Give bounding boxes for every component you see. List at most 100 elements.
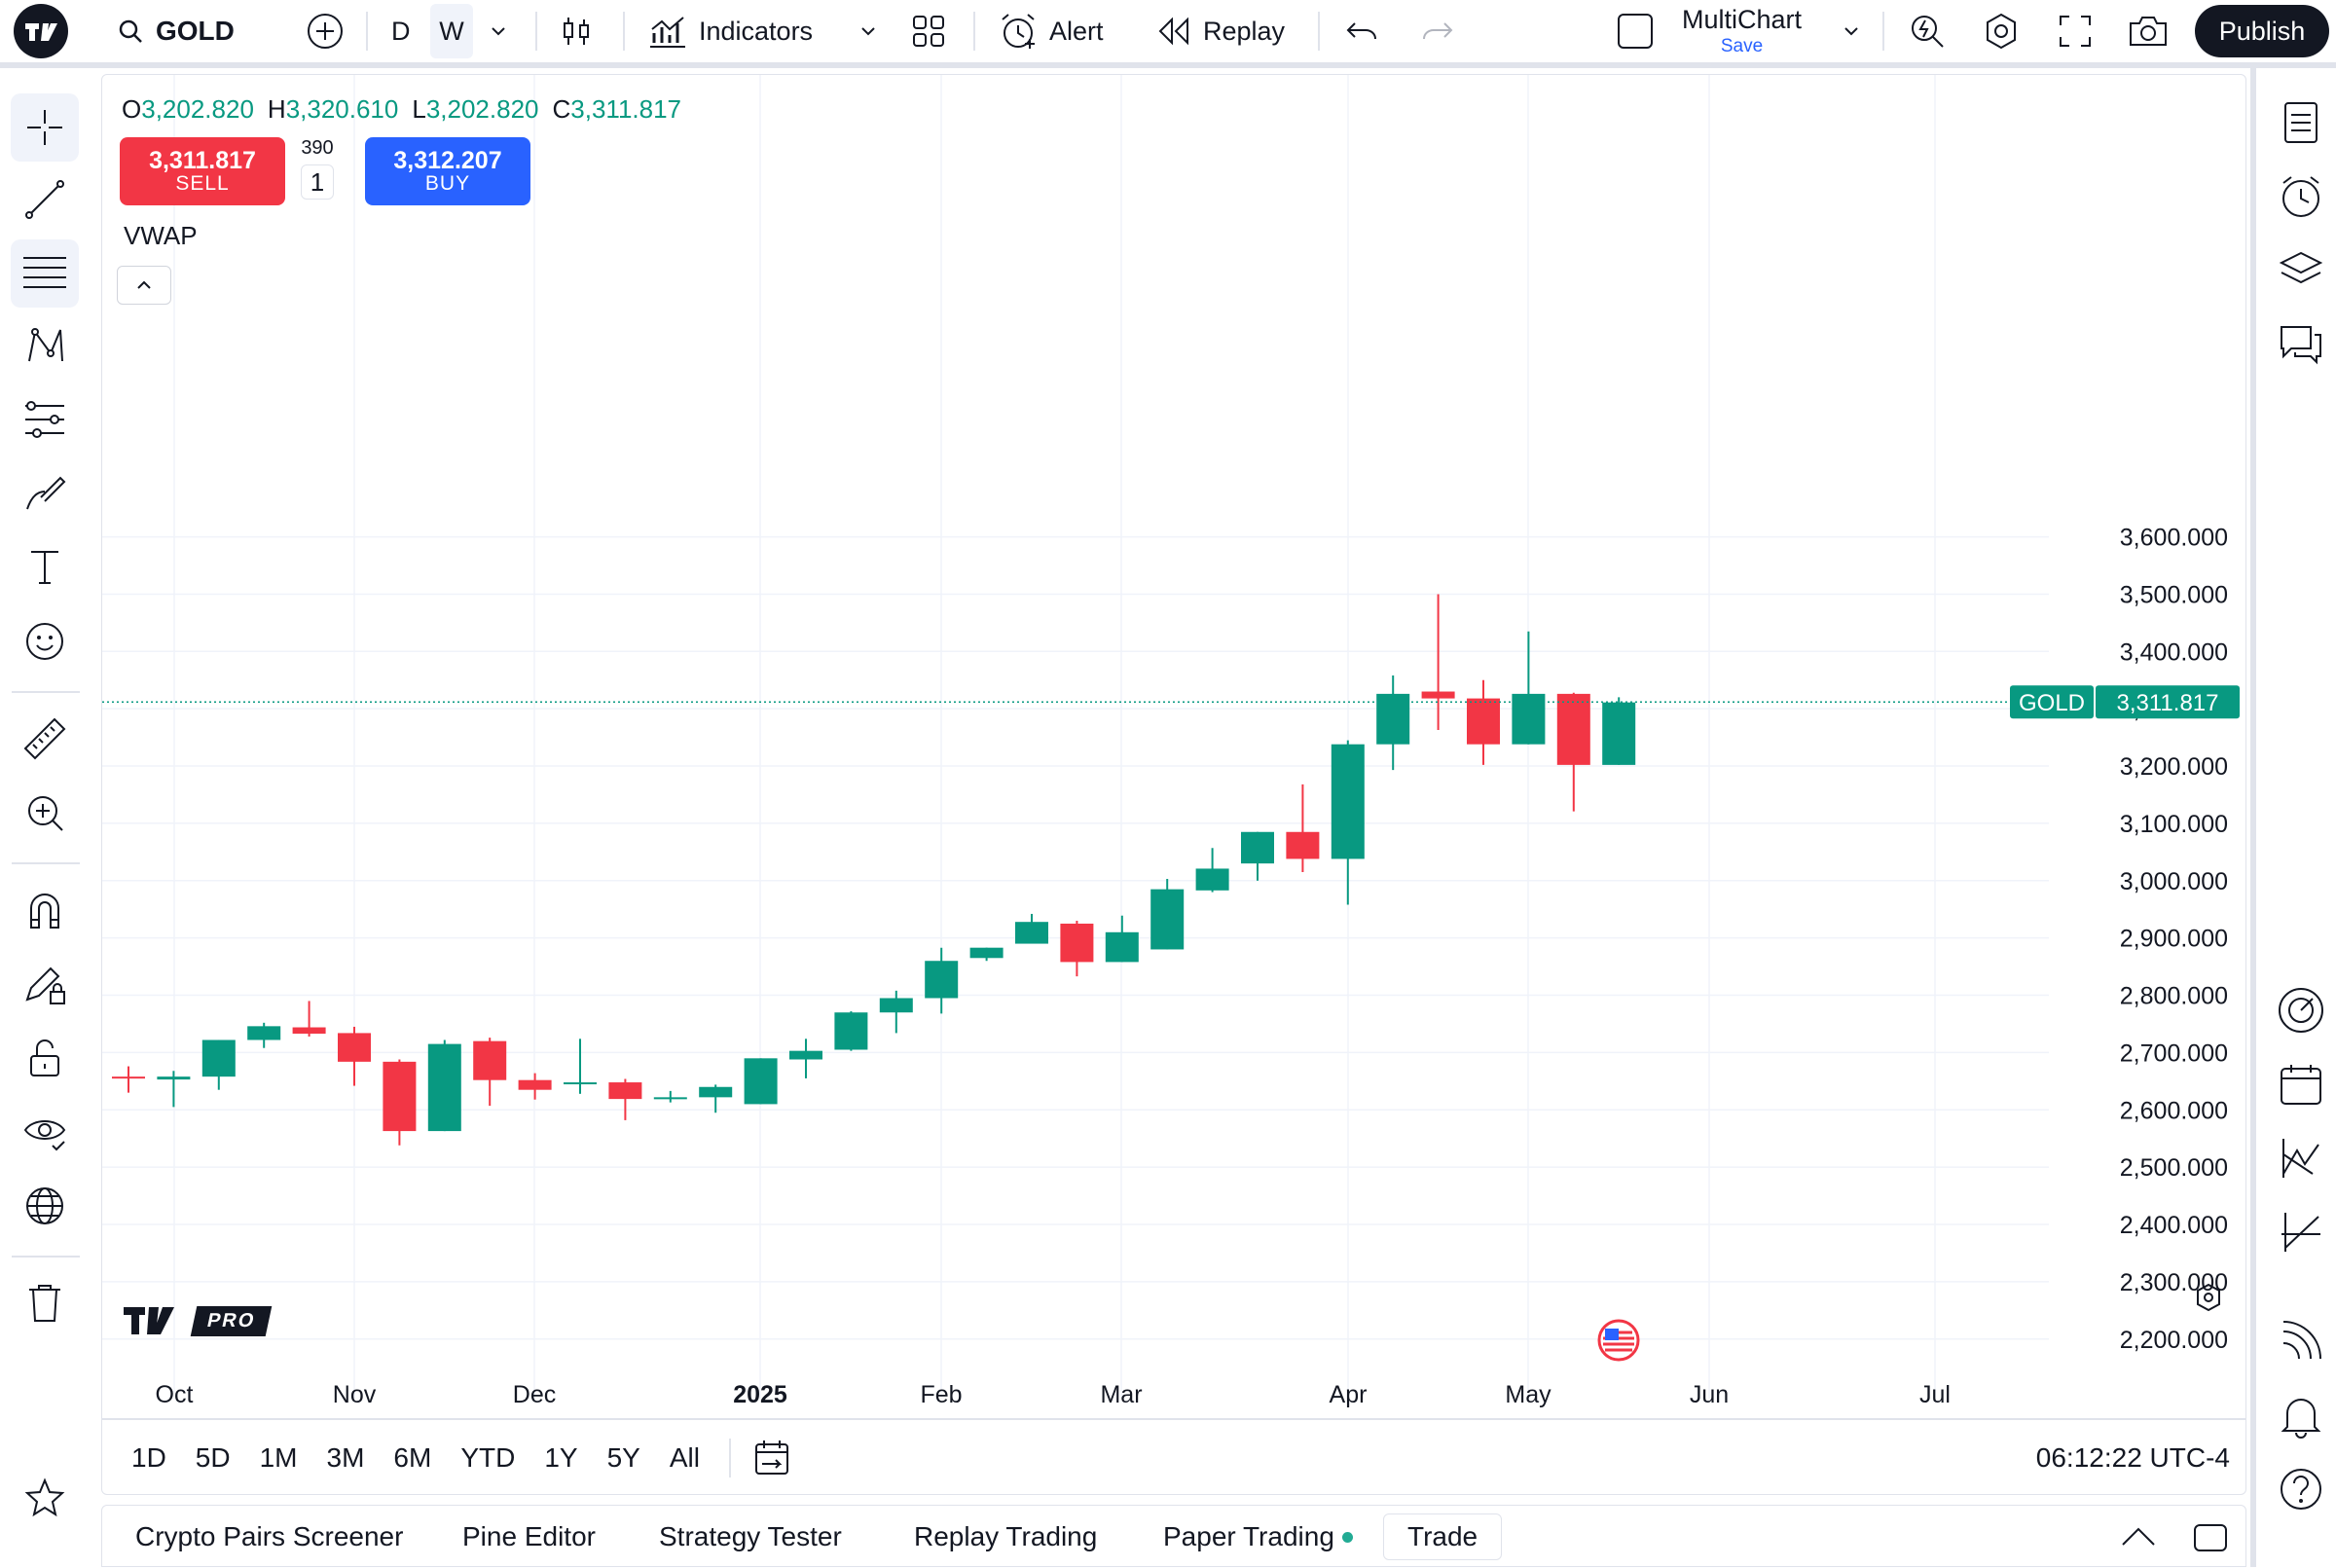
- magnet-tool[interactable]: [11, 876, 79, 944]
- candle-body: [427, 1043, 461, 1132]
- range-button-5y[interactable]: 5Y: [606, 1442, 640, 1473]
- interval-w[interactable]: W: [430, 4, 473, 58]
- hotlists-button[interactable]: [2270, 979, 2332, 1041]
- watchlist-button[interactable]: [2270, 91, 2332, 154]
- multichart-dropdown[interactable]: [1842, 0, 1861, 62]
- fullscreen-button[interactable]: [2058, 0, 2093, 62]
- brush-tool[interactable]: [11, 459, 79, 528]
- chevron-down-icon: [489, 21, 508, 41]
- redo-button[interactable]: [1419, 0, 1454, 62]
- sell-button[interactable]: 3,311.817 SELL: [120, 137, 285, 205]
- range-button-1d[interactable]: 1D: [131, 1442, 166, 1473]
- icon-tool[interactable]: [11, 607, 79, 675]
- interval-dropdown[interactable]: [489, 0, 508, 62]
- candle-body: [1060, 923, 1094, 963]
- candle-body: [608, 1082, 642, 1100]
- axis-settings-button[interactable]: [2187, 1276, 2230, 1319]
- global-drawings-tool[interactable]: [11, 1172, 79, 1240]
- layouts-button[interactable]: [911, 0, 946, 62]
- hide-drawings-tool[interactable]: [11, 1098, 79, 1166]
- buy-button[interactable]: 3,312.207 BUY: [365, 137, 530, 205]
- publish-button[interactable]: Publish: [2195, 5, 2329, 57]
- expand-panel-button[interactable]: [2119, 1506, 2158, 1568]
- tab-paper-trading[interactable]: Paper Trading: [1163, 1506, 1353, 1568]
- prediction-tool[interactable]: [11, 385, 79, 454]
- interval-d[interactable]: D: [391, 16, 411, 46]
- signals-button[interactable]: [2270, 1310, 2332, 1372]
- chats-button[interactable]: [2270, 313, 2332, 376]
- pine-button[interactable]: [2270, 1201, 2332, 1263]
- indicators-button[interactable]: Indicators: [648, 0, 813, 62]
- text-tool[interactable]: [11, 533, 79, 602]
- tab-strategy-tester[interactable]: Strategy Tester: [659, 1521, 842, 1551]
- x-tick-label: Apr: [1330, 1381, 1368, 1408]
- snapshot-button[interactable]: [2128, 0, 2169, 62]
- quick-search-button[interactable]: [1908, 0, 1947, 62]
- range-button-1y[interactable]: 1Y: [544, 1442, 578, 1473]
- calendar-button[interactable]: [2270, 1053, 2332, 1115]
- replay-button[interactable]: Replay: [1156, 0, 1285, 62]
- symbol-search[interactable]: GOLD: [117, 0, 235, 62]
- range-button-all[interactable]: All: [669, 1442, 700, 1473]
- tab-trade[interactable]: Trade: [1383, 1513, 1503, 1560]
- price-chart[interactable]: 3,600.0003,500.0003,400.0003,300.0003,20…: [102, 75, 2246, 1418]
- smiley-icon: [23, 620, 66, 663]
- open-label: O: [122, 94, 142, 124]
- crosshair-tool[interactable]: [11, 93, 79, 162]
- favorites-tool[interactable]: [11, 1464, 79, 1532]
- indicators-dropdown[interactable]: [858, 0, 878, 62]
- maximize-panel-button[interactable]: [2191, 1506, 2230, 1568]
- range-button-3m[interactable]: 3M: [326, 1442, 365, 1473]
- chart-type-button[interactable]: [559, 0, 594, 62]
- date-range-button[interactable]: [752, 1439, 791, 1477]
- candle: [1467, 679, 1500, 765]
- us-flag-event-icon[interactable]: [1597, 1319, 1640, 1362]
- range-button-5d[interactable]: 5D: [195, 1442, 231, 1473]
- compare-symbol-button[interactable]: [306, 0, 345, 62]
- spread-value: 390: [301, 137, 334, 159]
- fib-tool[interactable]: [11, 239, 79, 308]
- object-tree-button[interactable]: [2270, 239, 2332, 302]
- trash-icon: [25, 1282, 64, 1325]
- collapse-legend-button[interactable]: [117, 266, 171, 305]
- alert-button[interactable]: Alert: [999, 0, 1104, 62]
- undo-button[interactable]: [1345, 0, 1380, 62]
- multichart-button[interactable]: MultiChart Save: [1682, 0, 1802, 62]
- chart-pane[interactable]: 3,600.0003,500.0003,400.0003,300.0003,20…: [101, 74, 2246, 1495]
- quantity-field[interactable]: 1: [301, 164, 334, 200]
- lock-drawing-tool[interactable]: [11, 950, 79, 1018]
- remove-drawings-tool[interactable]: [11, 1269, 79, 1337]
- clock-timezone[interactable]: 06:12:22 UTC-4: [2035, 1442, 2230, 1473]
- trend-line-tool[interactable]: [11, 165, 79, 234]
- y-tick-label: 2,700.000: [2120, 1039, 2228, 1067]
- settings-button[interactable]: [1982, 0, 2021, 62]
- candle-body: [1150, 889, 1185, 950]
- indicator-legend-vwap[interactable]: VWAP: [124, 221, 198, 250]
- y-tick-label: 2,200.000: [2120, 1327, 2228, 1354]
- measure-tool[interactable]: [11, 705, 79, 773]
- price-badge-symbol-bg: [2010, 685, 2094, 719]
- candle-body: [969, 947, 1004, 959]
- tab-replay-trading[interactable]: Replay Trading: [914, 1521, 1098, 1551]
- notifications-button[interactable]: [2270, 1384, 2332, 1446]
- lock-all-tool[interactable]: [11, 1024, 79, 1092]
- alerts-panel-button[interactable]: [2270, 165, 2332, 228]
- tab-pine-editor[interactable]: Pine Editor: [462, 1521, 596, 1551]
- plus-circle-icon: [306, 12, 345, 51]
- candle: [969, 947, 1004, 962]
- tab-crypto-pairs-screener[interactable]: Crypto Pairs Screener: [135, 1521, 404, 1551]
- range-button-ytd[interactable]: YTD: [460, 1442, 516, 1473]
- pattern-tool[interactable]: [11, 311, 79, 380]
- candle: [879, 990, 913, 1034]
- range-button-1m[interactable]: 1M: [259, 1442, 298, 1473]
- multichart-save-label: Save: [1720, 36, 1764, 56]
- range-button-6m[interactable]: 6M: [393, 1442, 432, 1473]
- zoom-tool[interactable]: [11, 779, 79, 847]
- magnet-icon: [23, 889, 66, 931]
- chevron-down-icon: [1842, 21, 1861, 41]
- multichart-checkbox[interactable]: [1616, 0, 1655, 62]
- tradingview-logo[interactable]: [14, 0, 68, 62]
- x-tick-label: Feb: [920, 1381, 962, 1408]
- help-button[interactable]: [2270, 1458, 2332, 1520]
- ideas-button[interactable]: [2270, 1127, 2332, 1189]
